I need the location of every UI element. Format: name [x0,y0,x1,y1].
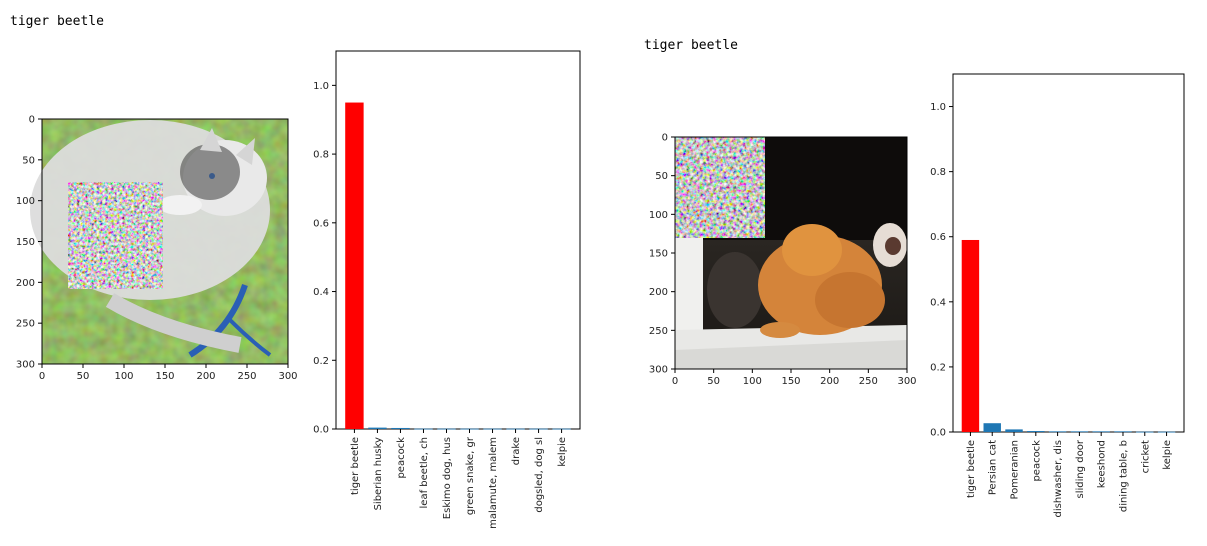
x-tick-label: malamute, malem [488,437,499,529]
x-tick-label: drake [511,437,522,465]
y-tick-label: 200 [649,287,668,298]
x-tick-label: tiger beetle [350,437,361,495]
y-tick-label: 150 [16,237,35,248]
x-tick-label: 250 [237,371,256,382]
x-tick-label: dishwasher, dis [1053,440,1064,518]
y-tick-label: 100 [649,210,668,221]
x-tick-label: Siberian husky [373,437,384,510]
y-tick-label: 300 [16,360,35,371]
x-tick-label: dogsled, dog sl [534,437,545,513]
x-tick-label: peacock [396,437,407,479]
bar [368,427,387,429]
y-tick-label: 200 [16,278,35,289]
output-label-2: tiger beetle [644,38,738,53]
y-tick-label: 0.0 [313,425,329,436]
image-husky [30,119,288,364]
x-tick-label: 150 [155,371,174,382]
y-tick-label: 0.4 [313,287,329,298]
x-tick-label: cricket [1140,440,1151,473]
y-tick-label: 100 [16,196,35,207]
x-tick-label: 200 [196,371,215,382]
x-tick-label: keeshond [1097,440,1108,488]
y-tick-label: 0.2 [930,362,946,373]
y-tick-label: 300 [649,365,668,376]
bar [961,239,980,432]
x-tick-label: kelpie [1162,440,1173,470]
x-tick-label: leaf beetle, ch [419,437,430,508]
x-tick-label: tiger beetle [966,440,977,498]
x-tick-label: 0 [672,376,678,387]
bar [1070,431,1089,433]
x-tick-label: Persian cat [988,440,999,495]
x-tick-label: 50 [77,371,90,382]
image-cat [675,137,907,369]
y-tick-label: 0.2 [313,356,329,367]
x-tick-label: 300 [897,376,916,387]
y-tick-label: 250 [16,319,35,330]
x-tick-label: sliding door [1075,439,1086,498]
x-tick-label: Pomeranian [1010,440,1021,500]
x-tick-label: 200 [820,376,839,387]
y-tick-label: 0.6 [313,218,329,229]
x-tick-label: dining table, b [1118,440,1129,512]
y-tick-label: 50 [655,171,668,182]
y-tick-label: 0 [662,133,668,144]
x-tick-label: 50 [707,376,720,387]
y-tick-label: 0.0 [930,428,946,439]
x-tick-label: 250 [859,376,878,387]
x-tick-label: 150 [781,376,800,387]
x-tick-label: green snake, gr [465,436,476,515]
output-label-1: tiger beetle [10,14,104,29]
axes-frame [952,73,1185,433]
bar [1048,431,1067,433]
y-tick-label: 0.6 [930,232,946,243]
bar [983,423,1001,432]
axes-frame [335,50,581,430]
adversarial-patch [675,137,765,238]
x-tick-label: 300 [278,371,297,382]
bar [1005,429,1023,432]
x-tick-label: peacock [1031,440,1042,482]
adversarial-patch [68,182,163,289]
bar [1114,431,1132,433]
y-tick-label: 1.0 [313,81,329,92]
y-tick-label: 0.4 [930,297,946,308]
x-tick-label: kelpie [557,437,568,467]
y-tick-label: 0.8 [930,167,946,178]
bar [391,427,410,429]
y-tick-label: 1.0 [930,102,946,113]
y-tick-label: 50 [22,155,35,166]
bar [345,102,364,429]
x-tick-label: 100 [114,371,133,382]
bar [1027,431,1045,432]
bar [1092,431,1110,433]
y-tick-label: 0 [29,115,35,126]
x-tick-label: 100 [743,376,762,387]
y-tick-label: 250 [649,326,668,337]
x-tick-label: Eskimo dog, hus [442,437,453,519]
y-tick-label: 0.8 [313,150,329,161]
y-tick-label: 150 [649,249,668,260]
x-tick-label: 0 [39,371,45,382]
